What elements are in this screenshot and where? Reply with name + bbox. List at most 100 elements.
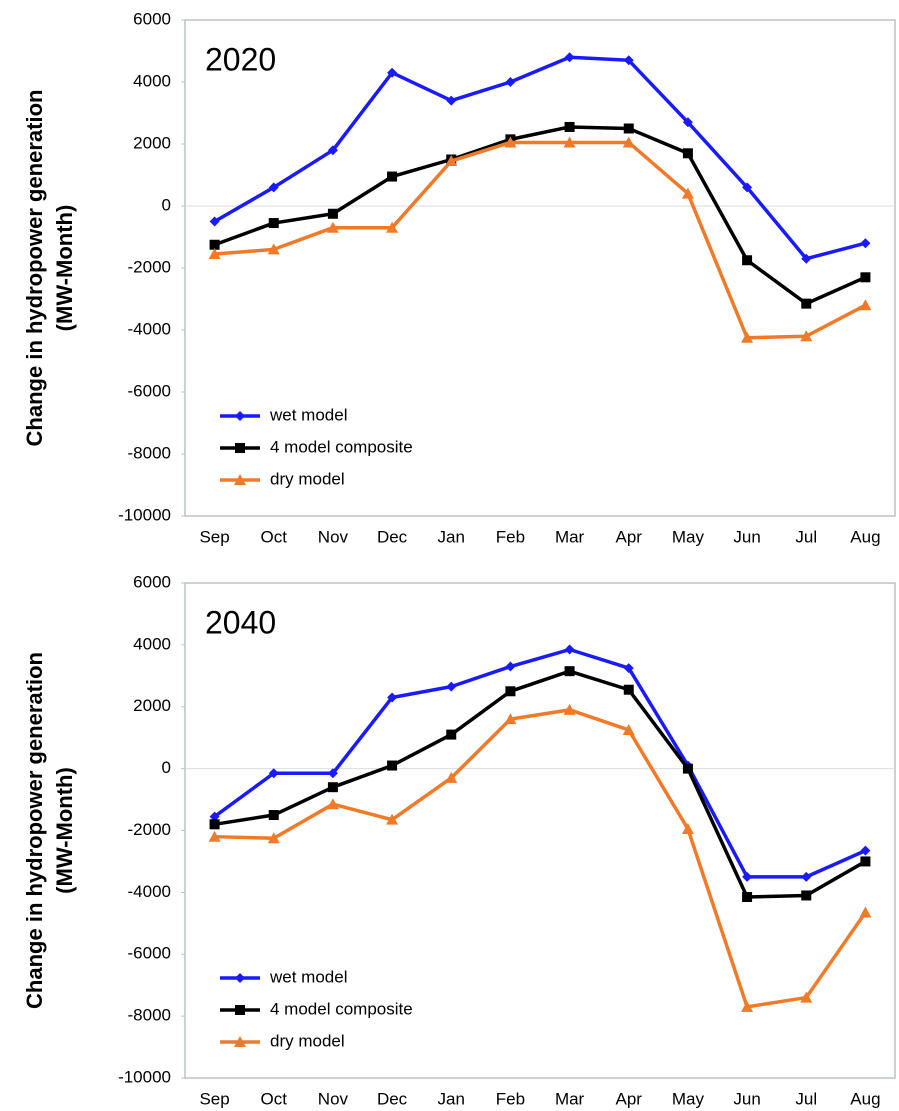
legend-label: wet model [269,967,347,986]
marker [623,684,634,695]
legend-label: 4 model composite [270,437,413,456]
marker [623,663,634,674]
x-tick-label: Jul [795,527,817,546]
marker [563,136,576,148]
line [214,669,867,899]
line [213,647,867,879]
x-tick-label: Sep [199,527,229,546]
marker [801,871,812,882]
marker [268,810,279,821]
marker [327,768,338,779]
line [214,708,867,1009]
series [208,703,872,1012]
marker [387,171,398,182]
x-tick-label: Mar [555,1089,585,1108]
x-tick-label: May [672,527,705,546]
x-tick-label: Apr [616,527,643,546]
legend-label: dry model [270,1031,345,1050]
x-tick-label: Dec [377,1089,408,1108]
x-tick-label: May [672,1089,705,1108]
x-tick-label: Jul [795,1089,817,1108]
marker [860,845,871,856]
marker [504,713,517,725]
x-tick-label: Aug [850,1089,880,1108]
series [209,52,871,264]
marker [504,136,517,148]
annotation: 2020 [205,41,276,77]
marker [387,67,398,78]
x-tick-label: Nov [318,527,349,546]
y-tick-label: -4000 [128,319,171,338]
y-tick-label: -4000 [128,882,171,901]
series [208,136,872,343]
marker [682,148,693,159]
y-axis-label: Change in hydropower generation [22,90,47,447]
marker [741,1000,754,1012]
marker [564,644,575,655]
marker [268,218,279,229]
marker [681,822,694,834]
marker [860,238,871,249]
marker [446,729,457,740]
x-tick-label: Feb [496,1089,525,1108]
y-tick-label: 6000 [133,9,171,28]
marker [267,243,280,255]
marker [801,298,812,309]
x-tick-label: Mar [555,527,585,546]
series [209,644,871,882]
marker [387,760,398,771]
marker [623,123,634,134]
marker [623,55,634,66]
x-tick-label: Nov [318,1089,349,1108]
marker [800,330,813,342]
marker [235,443,245,453]
marker [505,77,516,87]
marker [208,830,221,842]
x-tick-label: Jun [733,527,760,546]
marker [445,155,458,167]
y-tick-label: -2000 [128,257,171,276]
marker [800,991,813,1003]
marker [564,121,575,132]
x-tick-label: Apr [616,1089,643,1108]
x-tick-label: Dec [377,527,408,546]
marker [682,117,693,128]
x-tick-label: Aug [850,527,880,546]
marker [859,299,872,311]
marker [268,182,279,193]
marker [326,798,339,810]
y-tick-label: -2000 [128,820,171,839]
marker [505,661,516,672]
line [214,140,867,340]
y-tick-label: 2000 [133,696,171,715]
x-tick-label: Oct [261,1089,288,1108]
marker [235,411,245,421]
marker [860,856,871,867]
x-tick-label: Jun [733,1089,760,1108]
marker [622,136,635,148]
marker [741,331,754,343]
marker [327,208,338,219]
marker [742,871,753,882]
marker [267,832,280,844]
legend-label: dry model [270,469,345,488]
marker [859,906,872,918]
marker [327,145,338,156]
marker [209,811,220,822]
marker [268,768,279,779]
marker [742,892,753,903]
marker [563,703,576,715]
x-tick-label: Sep [199,1089,229,1108]
marker [564,666,575,677]
y-tick-label: 4000 [133,634,171,653]
marker [505,686,516,697]
y-tick-label: 0 [162,758,171,777]
marker [564,52,575,63]
y-axis-label: Change in hydropower generation [22,652,47,1009]
legend-label: 4 model composite [270,999,413,1018]
marker [742,255,753,266]
marker [622,723,635,735]
marker [446,681,457,692]
marker [208,248,221,260]
